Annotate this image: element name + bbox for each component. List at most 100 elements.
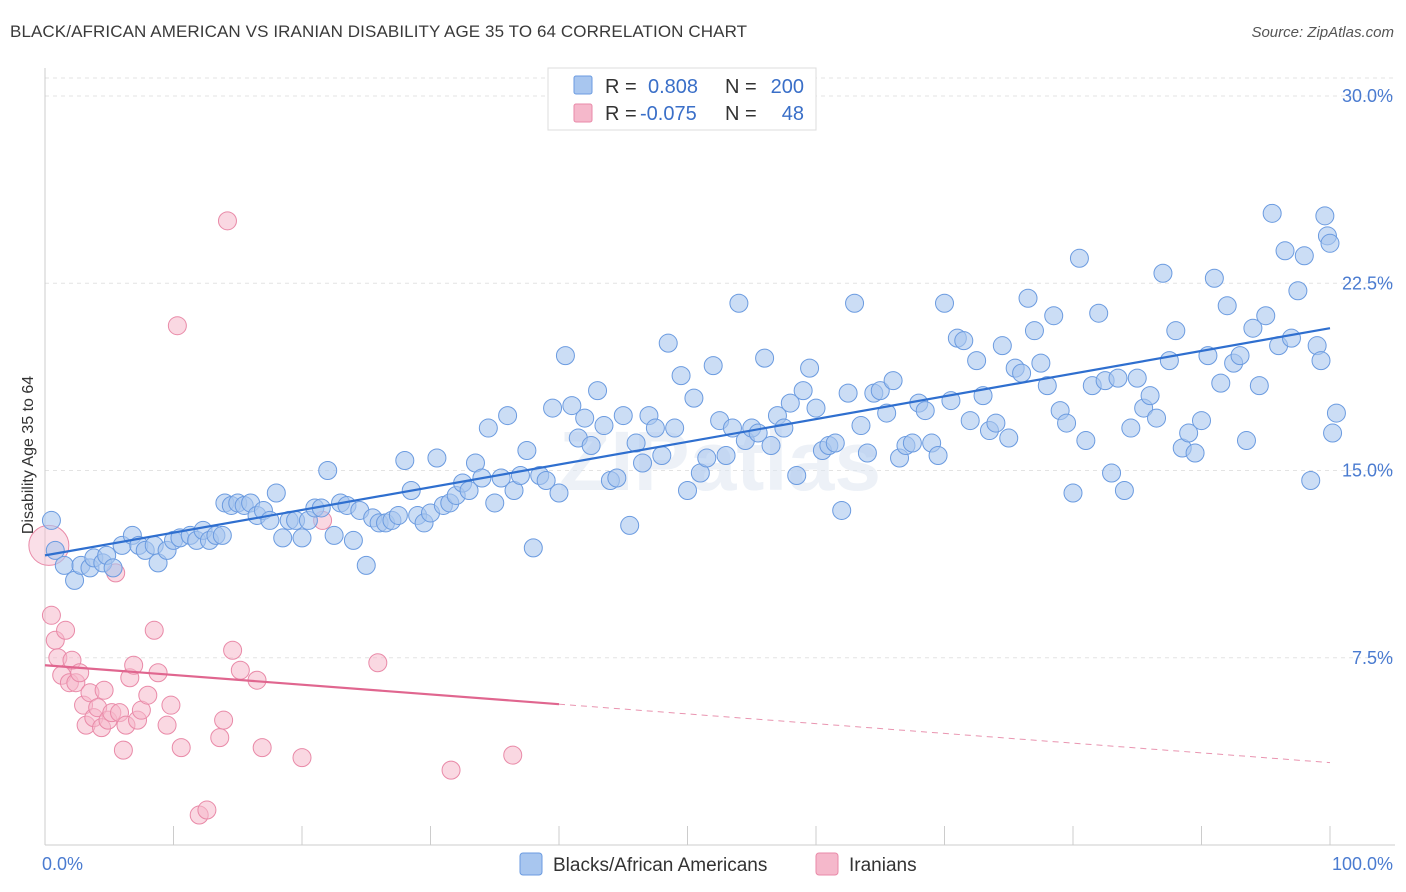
legend-r-label-2: R =	[605, 103, 637, 125]
chart-title: BLACK/AFRICAN AMERICAN VS IRANIAN DISABI…	[10, 22, 748, 41]
blacks-point-128	[877, 403, 897, 423]
bottom-legend-label-pink: Iranians	[849, 855, 917, 876]
blacks-point-92	[645, 418, 665, 438]
blacks-point-45	[343, 530, 363, 550]
blacks-point-93	[652, 446, 672, 466]
blacks-point-87	[613, 406, 633, 426]
blacks-trend-line	[44, 327, 1331, 557]
iranians-point-36	[210, 728, 230, 748]
legend-n-label-2: N =	[725, 103, 757, 125]
blacks-point-142	[967, 351, 987, 371]
iranians-point-37	[214, 710, 234, 730]
blacks-point-120	[825, 433, 845, 453]
blacks-point-69	[498, 406, 518, 426]
y-tick-label-2: 22.5%	[1342, 273, 1393, 293]
legend-n-value-2: 48	[782, 103, 804, 125]
blacks-point-98	[684, 388, 704, 408]
blacks-point-84	[594, 416, 614, 436]
blacks-point-116	[800, 358, 820, 378]
blacks-point-161	[1089, 303, 1109, 323]
iranians-point-32	[167, 316, 187, 336]
legend-n-label-1: N =	[725, 76, 757, 98]
blacks-point-177	[1192, 411, 1211, 431]
blacks-point-124	[851, 416, 871, 436]
blacks-point-129	[883, 371, 903, 391]
blacks-point-171	[1153, 263, 1173, 283]
blacks-point-145	[986, 413, 1006, 433]
blacks-point-176	[1185, 443, 1205, 463]
blacks-point-114	[787, 465, 807, 485]
blacks-point-181	[1217, 296, 1237, 316]
blacks-point-191	[1281, 328, 1301, 348]
iranians-trend-extension	[558, 703, 1331, 764]
blacks-point-95	[665, 418, 685, 438]
blacks-point-132	[902, 433, 922, 453]
x-tick-label-0: 0.0%	[42, 854, 83, 874]
blacks-point-183	[1230, 346, 1250, 366]
legend-r-label-1: R =	[605, 76, 637, 98]
blacks-point-152	[1031, 353, 1051, 373]
blacks-point-67	[485, 493, 505, 513]
iranians-point-40	[230, 660, 250, 680]
y-tick-label-0: 7.5%	[1352, 648, 1393, 668]
blacks-point-113	[780, 393, 800, 413]
blacks-point-172	[1159, 351, 1179, 371]
iranians-point-46	[441, 760, 461, 780]
axes	[44, 68, 1395, 846]
blacks-point-146	[992, 336, 1012, 356]
blacks-point-201	[1326, 403, 1346, 423]
y-axis-title: Disability Age 35 to 64	[20, 376, 37, 534]
blacks-point-187	[1256, 306, 1276, 326]
blacks-point-175	[1179, 423, 1199, 443]
blacks-point-112	[774, 418, 794, 438]
blacks-point-41	[318, 461, 338, 480]
iranians-point-45	[368, 653, 388, 673]
blacks-point-125	[857, 443, 877, 463]
blacks-point-24	[212, 525, 232, 545]
blacks-point-170	[1147, 408, 1167, 428]
blacks-point-37	[292, 528, 312, 548]
blacks-point-194	[1301, 470, 1321, 490]
blacks-point-81	[575, 408, 595, 428]
blacks-point-121	[832, 500, 852, 520]
blacks-point-165	[1114, 480, 1134, 500]
blacks-point-89	[626, 433, 646, 453]
blacks-point-47	[356, 555, 376, 575]
x-tick-label-1: 100.0%	[1332, 854, 1393, 874]
blacks-point-193	[1294, 246, 1314, 266]
iranians-point-33	[171, 738, 191, 758]
iranians-point-21	[113, 740, 133, 760]
blacks-point-96	[671, 366, 691, 386]
blacks-point-117	[806, 398, 826, 418]
blacks-point-158	[1069, 248, 1089, 268]
iranians-point-16	[94, 680, 114, 700]
blacks-point-137	[935, 293, 954, 313]
blacks-point-58	[427, 448, 447, 468]
iranians-point-35	[197, 800, 217, 820]
blacks-point-127	[870, 381, 890, 401]
source-label: Source: ZipAtlas.com	[1251, 24, 1394, 41]
blacks-point-164	[1108, 368, 1128, 388]
blacks-point-109	[755, 348, 775, 368]
blacks-point-179	[1204, 268, 1224, 288]
blacks-point-0	[41, 510, 61, 530]
blacks-point-86	[607, 468, 627, 488]
legend-n-value-1: 200	[771, 76, 804, 98]
iranians-point-42	[252, 738, 272, 758]
blacks-point-34	[273, 528, 293, 548]
y-tick-labels: 7.5% 15.0% 22.5% 30.0%	[1342, 86, 1393, 668]
blacks-point-166	[1121, 418, 1141, 438]
iranians-point-5	[56, 620, 76, 640]
blacks-point-83	[588, 381, 608, 401]
blacks-point-159	[1076, 431, 1096, 451]
blacks-point-136	[928, 446, 948, 466]
blacks-point-122	[838, 383, 858, 403]
blacks-point-154	[1044, 306, 1064, 326]
blacks-point-200	[1323, 423, 1343, 443]
blacks-point-180	[1211, 373, 1231, 393]
blacks-point-77	[549, 483, 569, 503]
blacks-point-163	[1102, 463, 1122, 483]
blacks-point-75	[536, 470, 556, 490]
blacks-point-157	[1063, 483, 1083, 503]
